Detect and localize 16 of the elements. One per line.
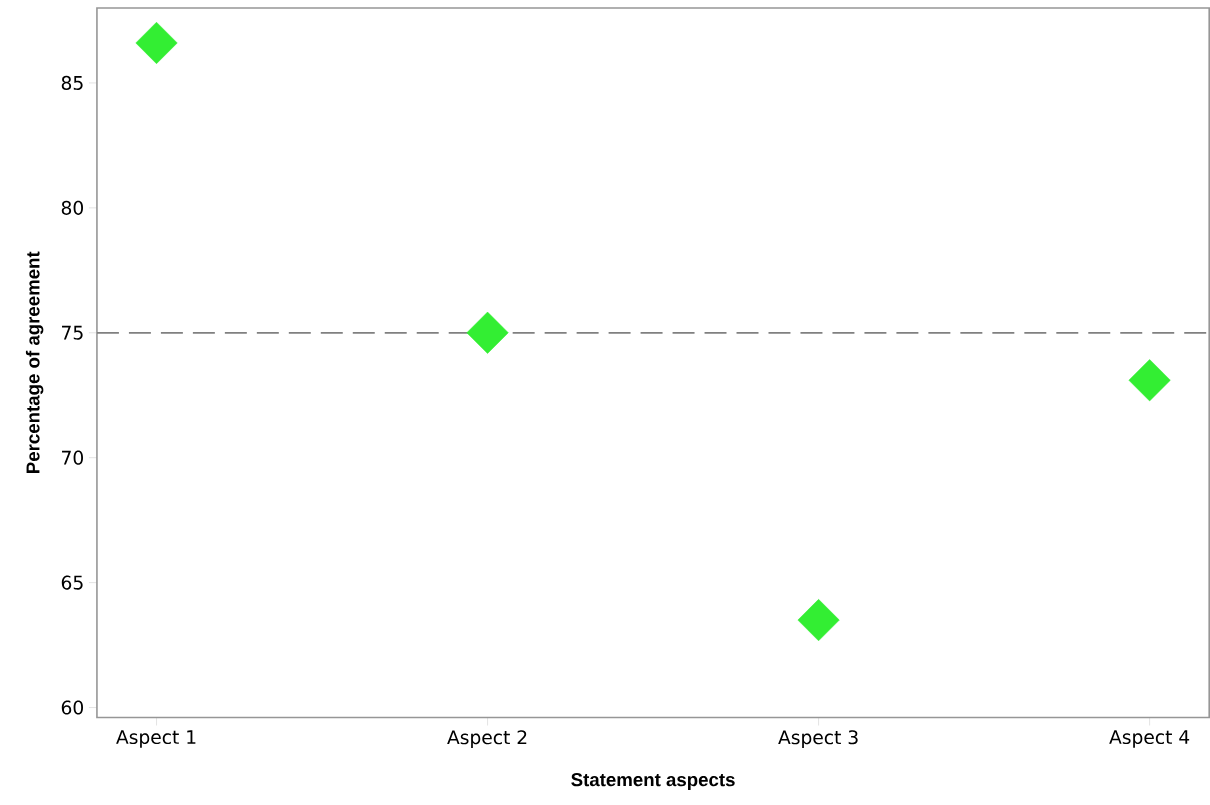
y-tick-label: 70	[62, 450, 83, 465]
point	[466, 311, 509, 354]
y-axis-title: Percentage of agreement	[25, 251, 44, 473]
y-tick-label: 60	[61, 700, 83, 715]
point	[135, 21, 178, 64]
y-tick-label: 85	[61, 75, 83, 90]
point	[797, 598, 840, 641]
x-tick-label: Aspect 3	[778, 729, 858, 748]
y-tick-label: 65	[61, 575, 83, 590]
point	[1128, 359, 1171, 402]
y-tick-label: 80	[61, 200, 83, 215]
y-tick-label: 75	[62, 325, 83, 340]
x-tick-label: Aspect 2	[447, 729, 527, 748]
x-tick-label: Aspect 1	[116, 729, 196, 748]
x-axis-title: Statement aspects	[571, 772, 735, 790]
x-tick-label: Aspect 4	[1109, 729, 1190, 748]
